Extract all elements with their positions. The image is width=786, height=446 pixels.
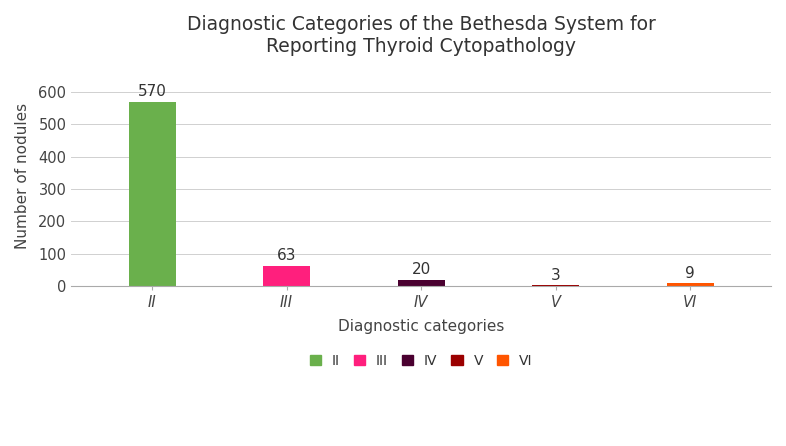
Legend: II, III, IV, V, VI: II, III, IV, V, VI xyxy=(304,348,538,373)
Bar xyxy=(128,102,175,286)
Title: Diagnostic Categories of the Bethesda System for
Reporting Thyroid Cytopathology: Diagnostic Categories of the Bethesda Sy… xyxy=(187,15,656,56)
Bar xyxy=(263,266,310,286)
Bar xyxy=(667,283,714,286)
Y-axis label: Number of nodules: Number of nodules xyxy=(15,103,30,249)
Text: 3: 3 xyxy=(551,268,560,283)
X-axis label: Diagnostic categories: Diagnostic categories xyxy=(338,319,505,334)
Text: 63: 63 xyxy=(277,248,296,263)
Text: 570: 570 xyxy=(138,84,167,99)
Bar xyxy=(398,280,445,286)
Text: 20: 20 xyxy=(412,262,431,277)
Text: 9: 9 xyxy=(685,266,695,281)
Bar xyxy=(532,285,579,286)
